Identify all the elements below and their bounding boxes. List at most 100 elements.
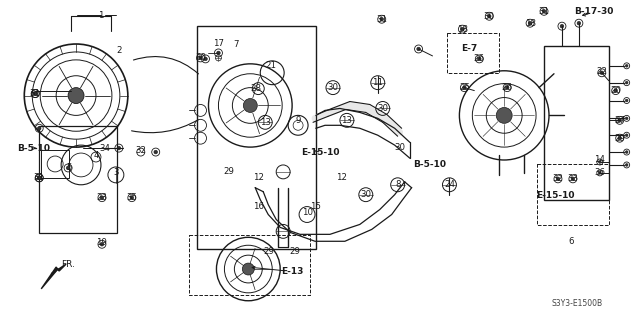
Text: 28: 28 [251, 84, 262, 93]
Circle shape [100, 242, 104, 246]
Text: 20: 20 [610, 86, 621, 95]
Circle shape [461, 27, 464, 31]
Bar [447, 33, 499, 73]
Bar [196, 26, 316, 249]
Text: E-15-10: E-15-10 [301, 148, 339, 157]
Text: 31: 31 [29, 89, 41, 98]
Text: 15: 15 [310, 202, 321, 211]
Text: 12: 12 [253, 173, 264, 182]
Text: 10: 10 [301, 208, 312, 217]
Circle shape [204, 57, 207, 61]
Text: 24: 24 [444, 180, 455, 189]
Text: 22: 22 [596, 67, 607, 76]
Text: 26: 26 [502, 83, 513, 92]
Circle shape [380, 18, 383, 21]
Text: B-5-10: B-5-10 [17, 144, 50, 152]
Circle shape [556, 177, 560, 181]
Text: FR.: FR. [61, 260, 75, 269]
Circle shape [199, 56, 202, 60]
Circle shape [577, 21, 580, 25]
Text: S3Y3-E1500B: S3Y3-E1500B [551, 299, 602, 308]
Text: 30: 30 [360, 190, 371, 199]
Circle shape [528, 21, 532, 25]
Text: 35: 35 [126, 193, 138, 202]
Text: 9: 9 [296, 116, 301, 125]
Circle shape [625, 64, 628, 67]
Circle shape [625, 151, 628, 153]
Circle shape [130, 196, 134, 199]
Text: E-15-10: E-15-10 [536, 191, 574, 200]
Circle shape [625, 134, 628, 137]
Circle shape [506, 86, 509, 89]
Circle shape [463, 86, 466, 89]
Bar [189, 235, 310, 295]
Text: 2: 2 [116, 47, 122, 56]
Text: 30: 30 [484, 12, 495, 21]
Circle shape [488, 14, 491, 18]
Text: 6: 6 [568, 237, 573, 246]
Text: 36: 36 [595, 168, 605, 177]
Circle shape [67, 166, 70, 170]
Text: 18: 18 [457, 25, 468, 33]
Circle shape [100, 196, 104, 199]
Circle shape [598, 161, 601, 163]
Circle shape [37, 176, 41, 180]
Circle shape [33, 92, 37, 95]
Text: 31: 31 [538, 7, 550, 16]
Text: 29: 29 [614, 134, 625, 143]
Circle shape [618, 137, 621, 140]
Circle shape [154, 150, 157, 154]
Circle shape [542, 10, 546, 13]
Text: 30: 30 [328, 83, 339, 92]
Bar [537, 164, 609, 226]
Text: 11: 11 [372, 78, 383, 87]
Text: B-5-10: B-5-10 [413, 160, 446, 169]
Circle shape [560, 24, 564, 28]
Circle shape [117, 146, 121, 150]
Text: 12: 12 [337, 173, 348, 182]
Circle shape [33, 92, 37, 95]
Text: 25: 25 [459, 83, 470, 92]
Circle shape [37, 176, 41, 180]
Text: 32: 32 [135, 145, 147, 155]
Bar [544, 46, 609, 200]
Text: 21: 21 [266, 61, 276, 70]
Text: 31: 31 [34, 173, 45, 182]
Circle shape [571, 177, 575, 181]
Text: 19: 19 [97, 238, 108, 247]
Circle shape [598, 172, 601, 174]
Circle shape [625, 81, 628, 84]
Text: 26: 26 [474, 54, 485, 63]
Text: 13: 13 [260, 118, 271, 127]
Circle shape [625, 117, 628, 120]
Text: 33: 33 [568, 174, 579, 183]
Text: 29: 29 [264, 247, 275, 256]
Circle shape [625, 99, 628, 102]
Circle shape [68, 88, 84, 103]
Circle shape [600, 71, 604, 75]
Text: 8: 8 [395, 180, 401, 189]
Text: 1: 1 [98, 11, 104, 20]
Text: 14: 14 [595, 155, 605, 165]
Text: 7: 7 [234, 40, 239, 48]
Text: 34: 34 [99, 144, 111, 152]
Bar [41, 150, 69, 178]
Text: B-17-30: B-17-30 [574, 7, 614, 16]
Text: 27: 27 [614, 116, 625, 125]
Text: 29: 29 [290, 247, 301, 256]
Text: 16: 16 [253, 202, 264, 211]
Text: 4: 4 [93, 151, 99, 160]
Circle shape [477, 57, 481, 61]
Text: E-7: E-7 [461, 44, 477, 54]
Circle shape [496, 108, 512, 123]
Text: E-13: E-13 [281, 266, 303, 276]
Text: 23: 23 [97, 193, 108, 202]
Circle shape [618, 119, 621, 122]
Text: 5: 5 [67, 163, 72, 173]
Text: 30: 30 [394, 143, 405, 152]
Circle shape [37, 127, 41, 130]
Text: 30: 30 [195, 53, 206, 63]
Text: 29: 29 [223, 167, 234, 176]
Text: 32: 32 [552, 174, 563, 183]
Bar [39, 126, 117, 234]
